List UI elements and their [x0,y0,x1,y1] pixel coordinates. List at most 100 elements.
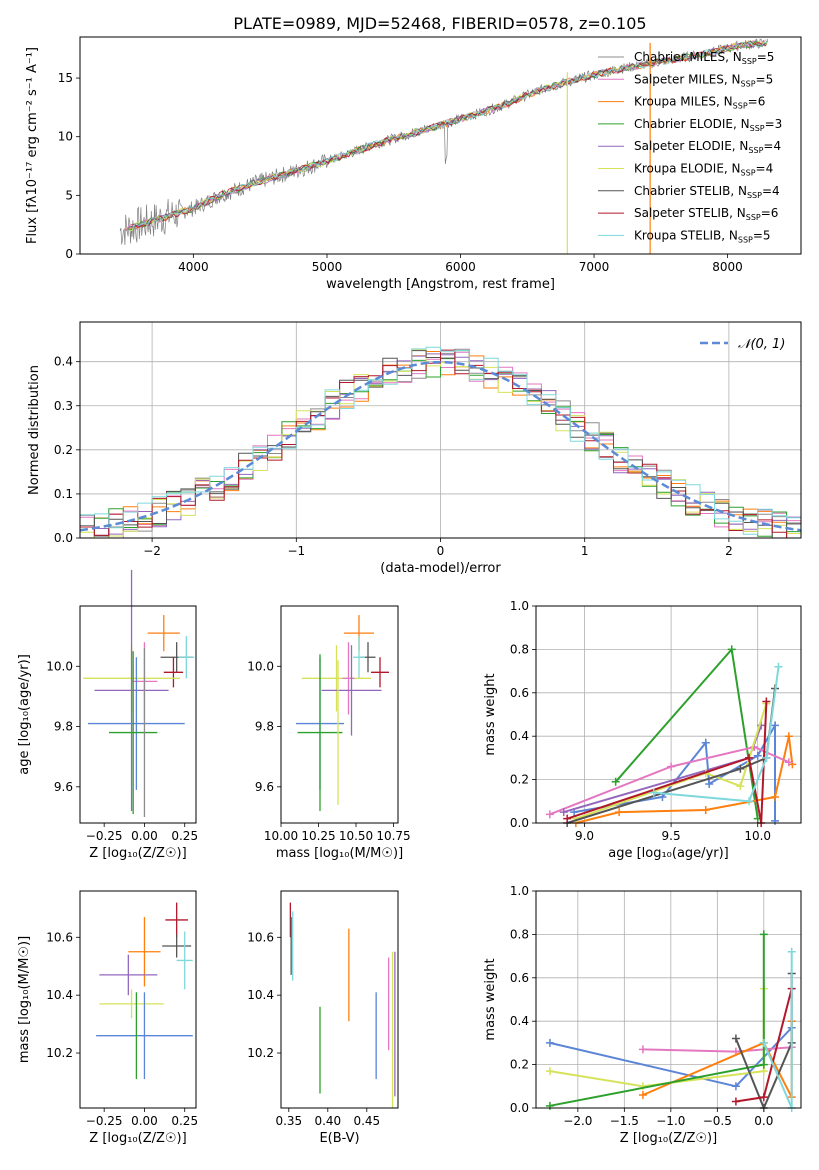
residual-histogram-panel: −2 −1 0 1 2 0.0 0.1 0.2 0.3 0.4 (data-model)/error… [27,321,802,576]
error-bar-point [147,615,180,652]
weight-marker [771,792,780,801]
y-tick-label: 10.4 [46,988,73,1002]
y-tick-label: 1.0 [510,884,529,898]
x-tick-label: 0 [437,544,445,558]
y-tick-label: 0.2 [54,443,73,457]
x-tick-label: 0.45 [353,1114,380,1128]
weight-marker [771,721,780,730]
x-axis-label: Z [log₁₀(Z/Z☉)] [89,1131,186,1146]
weight-marker [771,816,780,825]
x-tick-label: 7000 [579,260,610,274]
error-bar-point [94,569,169,811]
age-vs-metallicity-panel: −0.25 0.00 0.25 9.6 9.8 10.0 Z [log₁₀(Z/Z☉)] ag… [17,569,198,861]
x-tick-label: −0.5 [703,1114,732,1128]
y-tick-label: 10.0 [46,659,73,673]
axes-frame [535,605,802,824]
x-axis-label: wavelength [Angstrom, rest frame] [326,277,555,292]
y-tick-label: 0.0 [54,531,73,545]
spectrum-lines [119,38,768,254]
weight-marker [701,738,710,747]
legend-entry: Chabrier ELODIE, NSSP=3 [634,117,782,133]
histogram-step-line [80,346,801,538]
y-axis-label: mass [log₁₀(M/M☉)] [17,936,32,1063]
weight-series-line [614,647,759,819]
y-tick-label: 0.3 [54,399,73,413]
weight-series [545,930,768,1110]
axes-frame [79,321,802,539]
x-tick-label: 8000 [712,260,743,274]
error-bar-point [321,645,382,736]
spectrum-panel: 4000 5000 6000 7000 8000 0 5 10 15 wavelength [An… [25,36,802,292]
mass-vs-ebv-panel: 0.35 0.40 0.45 10.2 10.4 10.6 E(B-V) [247,890,399,1146]
weight-marker [762,697,771,706]
legend-entry: Chabrier MILES, NSSP=5 [634,50,774,66]
x-tick-label: −0.25 [86,829,123,843]
y-tick-label: 9.6 [54,780,73,794]
weight-marker [667,762,676,771]
x-tick-label: 0.35 [275,1114,302,1128]
weight-marker [736,782,745,791]
x-tick-label: 9.5 [662,829,681,843]
weight-marker [774,662,783,671]
legend-entry: Salpeter MILES, NSSP=5 [634,72,773,88]
model-spectrum-line [128,42,767,229]
error-bar-point [109,651,158,814]
weight-series [545,743,793,819]
weight-marker [759,1093,768,1102]
weight-marker [787,947,796,956]
x-tick-label: 9.0 [575,829,594,843]
weight-marker [545,1067,554,1076]
legend-entry: Kroupa STELIB, NSSP=5 [634,228,771,244]
y-axis-label: age [log₁₀(age/yr)] [17,654,32,775]
mass-vs-metallicity-panel: −0.25 0.00 0.25 10.2 10.4 10.6 Z [log₁₀(Z/Z☉)]… [17,890,198,1146]
error-bar-point [353,636,365,679]
weight-series-line [549,934,765,1107]
y-tick-label: 10 [58,130,73,144]
y-axis-label: mass weight [483,673,498,755]
x-axis-label: mass [log₁₀(M/M☉)] [276,846,403,861]
weight-marker [545,1101,554,1110]
x-tick-label: 0.0 [754,1114,773,1128]
weight-marker [762,753,771,762]
y-tick-label: 0.2 [510,1058,529,1072]
weight-marker [705,779,714,788]
weight-marker [638,1082,647,1091]
weight-marker [701,805,710,814]
figure-title: PLATE=0989, MJD=52468, FIBERID=0578, z=0… [233,14,646,33]
x-axis-label: Z [log₁₀(Z/Z☉)] [620,1131,717,1146]
error-bar-point [128,917,161,987]
error-bar-point [342,642,355,715]
x-tick-label: 4000 [178,260,209,274]
y-tick-label: 9.8 [255,720,274,734]
x-tick-label: 0.25 [171,1114,198,1128]
x-tick-label: −0.25 [86,1114,123,1128]
weight-marker [753,751,762,760]
weight-marker [638,1090,647,1099]
legend: Chabrier MILES, NSSP=5 Salpeter MILES, NS… [598,50,782,244]
weight-marker [731,1082,740,1091]
y-tick-label: 0.2 [510,773,529,787]
weight-marker [611,777,620,786]
error-bar-point [99,954,158,996]
legend-entry: Chabrier STELIB, NSSP=4 [634,184,780,200]
model-spectrum-line [126,41,767,230]
x-tick-label: 6000 [445,260,476,274]
x-tick-label: 1 [581,544,589,558]
axes-frame [79,605,197,824]
y-tick-label: 0.8 [510,642,529,656]
axes-frame [280,605,399,824]
legend-entry: Salpeter ELODIE, NSSP=4 [634,139,781,155]
x-tick-label: 10.00 [264,829,298,843]
x-tick-label: −2 [143,544,161,558]
error-bar-point [371,657,389,688]
x-tick-label: −1.5 [610,1114,639,1128]
x-tick-label: 0.25 [171,829,198,843]
y-tick-label: 0.4 [510,729,529,743]
weight-series-line [549,745,790,816]
weight-series [571,732,797,827]
error-bar-point [162,934,192,958]
legend-entry: Salpeter STELIB, NSSP=6 [634,206,778,222]
x-axis-label: Z [log₁₀(Z/Z☉)] [89,846,186,861]
x-tick-label: −1.0 [656,1114,685,1128]
